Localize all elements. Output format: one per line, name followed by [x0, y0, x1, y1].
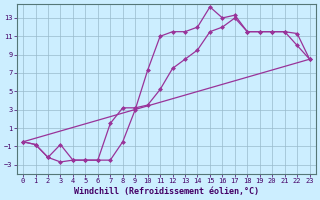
X-axis label: Windchill (Refroidissement éolien,°C): Windchill (Refroidissement éolien,°C): [74, 187, 259, 196]
